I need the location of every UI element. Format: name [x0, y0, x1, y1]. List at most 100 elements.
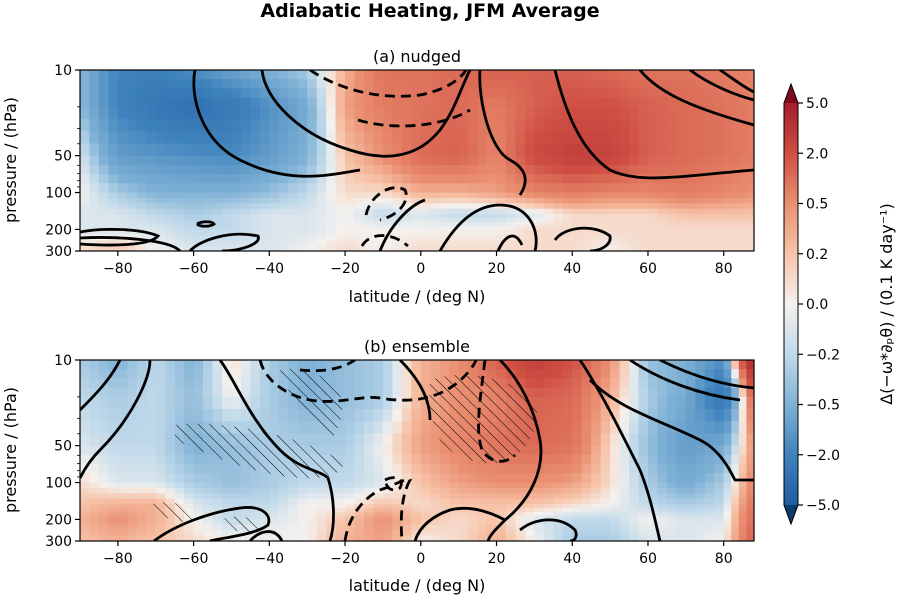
- x-tick-label: −20: [330, 261, 360, 277]
- heat-cell: [468, 97, 479, 108]
- heat-cell: [363, 396, 375, 410]
- heat-cell: [184, 119, 195, 132]
- heat-cell: [600, 192, 611, 199]
- heat-cell: [619, 487, 630, 494]
- heat-cell: [534, 245, 545, 251]
- heat-cell: [468, 164, 479, 175]
- heat-cell: [610, 445, 621, 456]
- heat-cell: [411, 203, 422, 210]
- heat-cell: [392, 221, 403, 227]
- heat-cell: [401, 88, 412, 99]
- heat-cell: [146, 70, 157, 80]
- colorbar-tick-label: 5.0: [806, 96, 828, 112]
- heat-cell: [581, 378, 592, 389]
- heat-cell: [203, 79, 214, 90]
- heat-cell: [666, 192, 677, 199]
- heat-cell: [657, 504, 668, 509]
- heat-cell: [203, 530, 214, 537]
- heat-cell: [638, 530, 649, 537]
- heat-cell: [572, 155, 583, 166]
- heat-cell: [534, 106, 545, 120]
- heat-cell: [221, 79, 233, 90]
- heat-cell: [581, 445, 592, 456]
- heat-cell: [524, 143, 535, 157]
- heat-cell: [738, 421, 748, 435]
- heat-cell: [458, 507, 469, 513]
- heat-cell: [146, 155, 157, 166]
- heat-cell: [240, 409, 251, 422]
- heat-cell: [203, 524, 214, 531]
- heat-cell: [382, 97, 393, 108]
- heat-cell: [449, 511, 460, 517]
- heat-cell: [468, 225, 479, 231]
- heat-cell: [746, 192, 754, 199]
- heat-cell: [714, 183, 725, 194]
- heat-cell: [439, 519, 450, 526]
- heat-cell: [543, 106, 554, 120]
- heat-cell: [553, 507, 564, 513]
- heat-cell: [685, 493, 696, 500]
- heat-cell: [746, 229, 754, 236]
- heat-cell: [458, 511, 469, 517]
- heat-cell: [477, 511, 488, 517]
- heat-cell: [89, 174, 100, 184]
- heat-cell: [704, 482, 715, 489]
- heat-cell: [108, 487, 119, 494]
- heat-cell: [477, 155, 488, 166]
- heat-cell: [203, 487, 214, 494]
- heat-cell: [458, 519, 469, 526]
- heat-cell: [638, 524, 649, 531]
- heat-cell: [534, 473, 545, 484]
- heat-cell: [108, 482, 119, 489]
- heat-cell: [657, 203, 668, 210]
- heat-cell: [534, 88, 545, 99]
- heat-cell: [203, 203, 214, 210]
- heat-cell: [619, 504, 630, 509]
- heat-cell: [524, 119, 535, 132]
- heat-cell: [316, 240, 327, 247]
- heat-cell: [420, 106, 431, 120]
- heat-cell: [108, 245, 119, 251]
- heat-cell: [89, 203, 100, 210]
- heat-cell: [288, 131, 299, 145]
- heat-cell: [746, 498, 754, 505]
- heat-cell: [619, 245, 630, 251]
- heat-cell: [600, 507, 611, 513]
- heat-cell: [155, 524, 166, 531]
- heat-cell: [392, 214, 403, 219]
- heat-cell: [250, 225, 261, 231]
- heat-cell: [477, 473, 488, 484]
- heat-cell: [108, 530, 119, 537]
- heat-cell: [477, 143, 488, 157]
- heat-cell: [477, 360, 488, 370]
- heat-cell: [553, 214, 564, 219]
- heat-cell: [127, 421, 138, 435]
- heat-cell: [193, 119, 204, 132]
- heat-cell: [647, 482, 659, 489]
- heat-cell: [240, 164, 251, 175]
- heat-cell: [174, 387, 185, 398]
- heat-cell: [392, 473, 403, 484]
- heat-cell: [193, 530, 204, 537]
- heat-cell: [316, 498, 327, 505]
- heat-cell: [297, 174, 308, 184]
- heat-cell: [581, 504, 592, 509]
- heat-cell: [108, 97, 119, 108]
- heat-cell: [420, 208, 431, 215]
- heat-cell: [524, 234, 535, 241]
- heat-cell: [326, 143, 337, 157]
- heat-cell: [468, 197, 479, 204]
- heat-cell: [629, 229, 640, 236]
- heat-cell: [581, 97, 592, 108]
- heat-cell: [392, 197, 403, 204]
- heat-cell: [420, 535, 431, 541]
- heat-cell: [316, 192, 327, 199]
- heat-cell: [80, 421, 91, 435]
- heat-cell: [534, 519, 545, 526]
- heat-cell: [572, 183, 583, 194]
- heat-cell: [746, 234, 754, 241]
- heat-cell: [714, 464, 725, 474]
- heat-cell: [392, 155, 403, 166]
- heat-cell: [746, 530, 754, 537]
- heat-cell: [345, 245, 356, 251]
